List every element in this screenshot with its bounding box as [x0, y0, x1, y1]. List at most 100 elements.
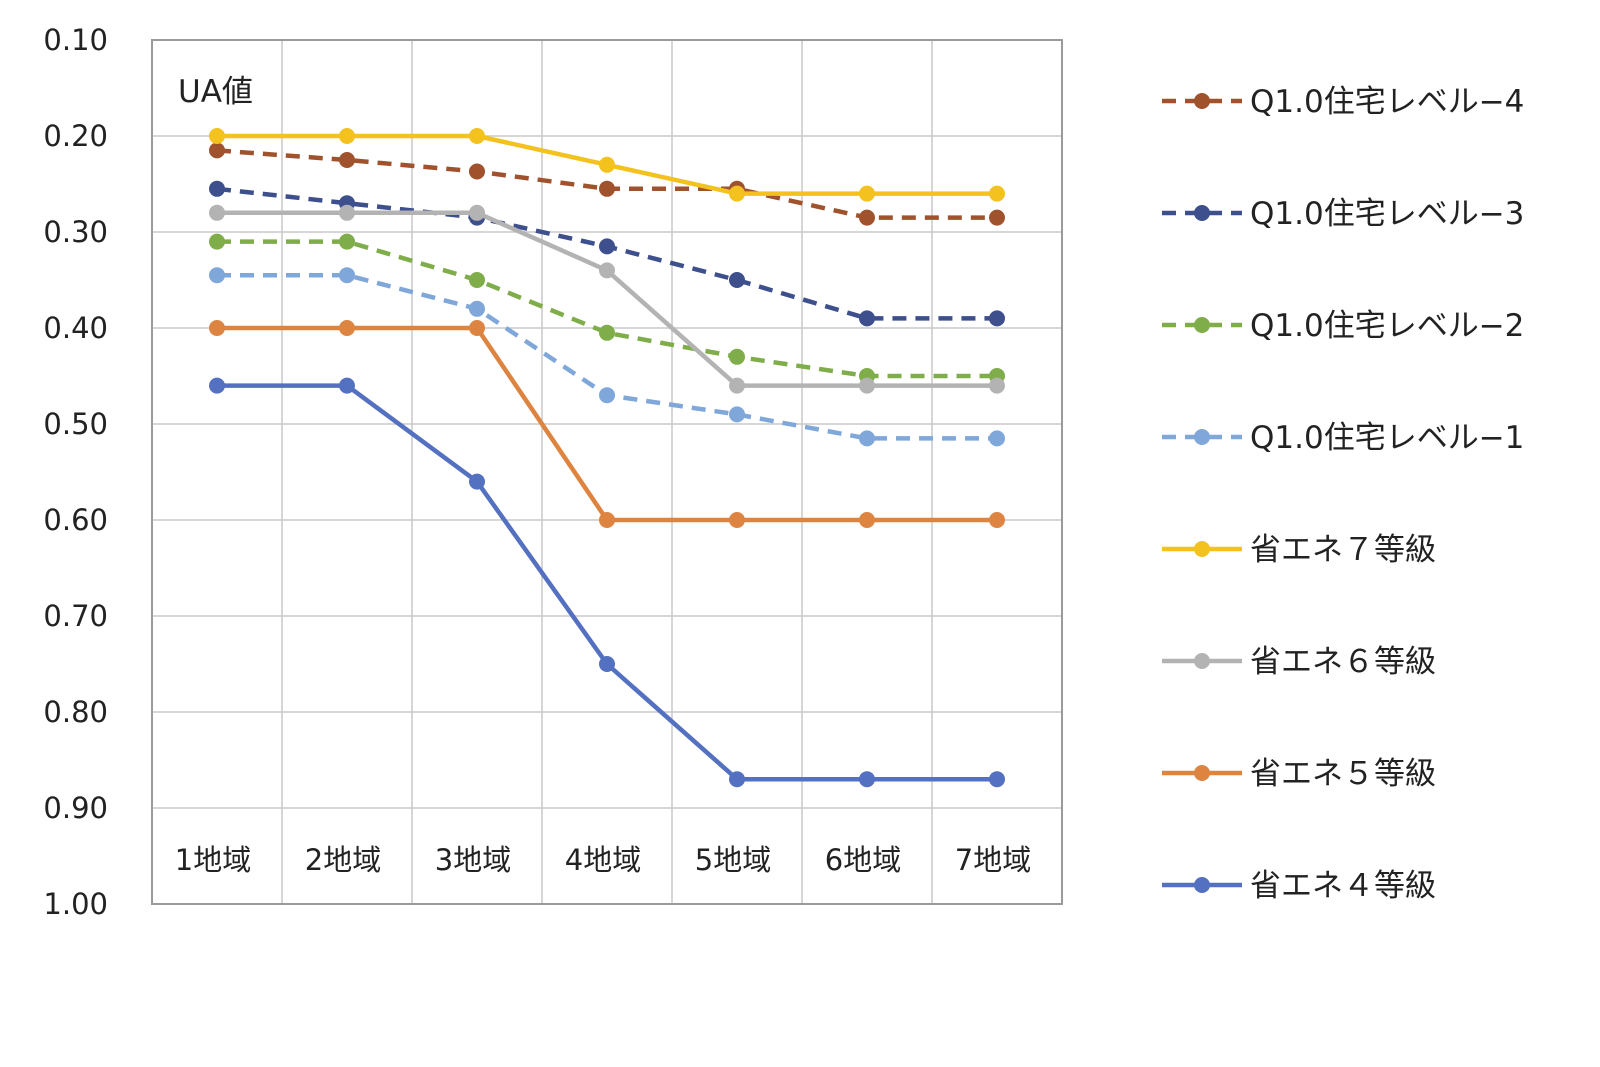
data-point [209, 233, 225, 250]
data-point [469, 320, 485, 336]
data-point [599, 156, 615, 173]
x-category-label: 5地域 [695, 843, 771, 877]
plot-frame [151, 39, 1063, 905]
data-point [729, 406, 745, 423]
y-tick-label: 0.10 [43, 23, 108, 57]
data-point [989, 377, 1005, 394]
legend-item: 省エネ７等級 [1162, 532, 1436, 568]
x-category-label: 4地域 [565, 843, 641, 877]
y-tick-label: 0.20 [43, 119, 108, 153]
legend-item: Q1.0住宅レベル−2 [1162, 308, 1524, 344]
data-point [859, 185, 875, 202]
y-axis-ticks: 0.10 0.20 0.30 0.40 0.50 0.60 0.70 0.80 0.90 1.00 [43, 23, 108, 921]
data-point [469, 473, 485, 490]
data-point [209, 180, 225, 197]
series-line [217, 272, 997, 441]
y-tick-label: 0.70 [43, 599, 108, 633]
series-line [217, 239, 997, 379]
legend-label: Q1.0住宅レベル−4 [1250, 84, 1524, 120]
x-category-label: 7地域 [955, 843, 1031, 877]
y-tick-label: 0.60 [43, 503, 108, 537]
data-point [339, 377, 355, 394]
data-point [989, 310, 1005, 327]
data-point [859, 430, 875, 447]
series-line [217, 383, 997, 782]
legend-item: Q1.0住宅レベル−3 [1162, 196, 1524, 232]
legend-marker [1194, 205, 1210, 221]
data-point [729, 348, 745, 365]
x-category-label: 2地域 [305, 843, 381, 877]
data-point [989, 185, 1005, 202]
data-point [989, 430, 1005, 447]
legend-label: 省エネ５等級 [1250, 756, 1436, 792]
data-point [859, 377, 875, 394]
data-point [599, 512, 615, 528]
plot-border [151, 39, 1063, 905]
y-axis-title: UA値 [178, 74, 253, 110]
y-tick-label: 0.30 [43, 215, 108, 249]
legend-item: Q1.0住宅レベル−1 [1162, 420, 1524, 456]
data-point [989, 512, 1005, 528]
legend-item: Q1.0住宅レベル−4 [1162, 84, 1524, 120]
y-tick-label: 0.80 [43, 695, 108, 729]
y-tick-label: 0.90 [43, 791, 108, 825]
data-point [859, 512, 875, 528]
legend-item: 省エネ５等級 [1162, 756, 1436, 792]
data-point [729, 272, 745, 288]
y-tick-label: 0.50 [43, 407, 108, 441]
legend-marker [1194, 877, 1210, 893]
data-point [209, 142, 225, 159]
data-point [859, 771, 875, 788]
data-point [859, 209, 875, 226]
series-4 [209, 267, 1005, 447]
legend-marker [1194, 429, 1210, 445]
data-point [209, 204, 225, 221]
data-point [599, 238, 615, 255]
series-7 [209, 320, 1005, 528]
data-point [339, 152, 355, 168]
legend-marker [1194, 93, 1210, 109]
data-point [599, 656, 615, 672]
legend-label: Q1.0住宅レベル−2 [1250, 308, 1524, 344]
legend-label: 省エネ４等級 [1250, 868, 1436, 904]
series-8 [209, 377, 1005, 788]
data-point [339, 128, 355, 144]
series-2 [209, 180, 1005, 327]
data-point [989, 771, 1005, 788]
legend-marker [1194, 653, 1210, 669]
x-axis-categories: 1地域 2地域 3地域 4地域 5地域 6地域 7地域 [175, 843, 1031, 877]
data-point [339, 204, 355, 221]
legend-marker [1194, 317, 1210, 333]
data-point [599, 180, 615, 197]
legend-marker [1194, 765, 1210, 781]
data-point [599, 262, 615, 279]
legend-item: 省エネ４等級 [1162, 868, 1436, 904]
legend-label: 省エネ６等級 [1250, 644, 1436, 680]
legend-label: Q1.0住宅レベル−3 [1250, 196, 1524, 232]
series-lines [209, 128, 1005, 788]
data-point [729, 512, 745, 528]
series-3 [209, 233, 1005, 384]
data-point [859, 310, 875, 327]
series-6 [209, 204, 1005, 394]
data-point [599, 387, 615, 404]
x-category-label: 3地域 [435, 843, 511, 877]
data-point [729, 185, 745, 202]
legend-label: Q1.0住宅レベル−1 [1250, 420, 1524, 456]
data-point [599, 324, 615, 341]
legend-marker [1194, 541, 1210, 557]
data-point [469, 300, 485, 317]
x-category-label: 6地域 [825, 843, 901, 877]
data-point [989, 209, 1005, 226]
data-point [339, 320, 355, 336]
legend-item: 省エネ６等級 [1162, 644, 1436, 680]
data-point [469, 204, 485, 221]
y-tick-label: 1.00 [43, 887, 108, 921]
data-point [469, 128, 485, 144]
data-point [729, 377, 745, 394]
data-point [339, 233, 355, 250]
data-point [469, 272, 485, 288]
y-tick-label: 0.40 [43, 311, 108, 345]
